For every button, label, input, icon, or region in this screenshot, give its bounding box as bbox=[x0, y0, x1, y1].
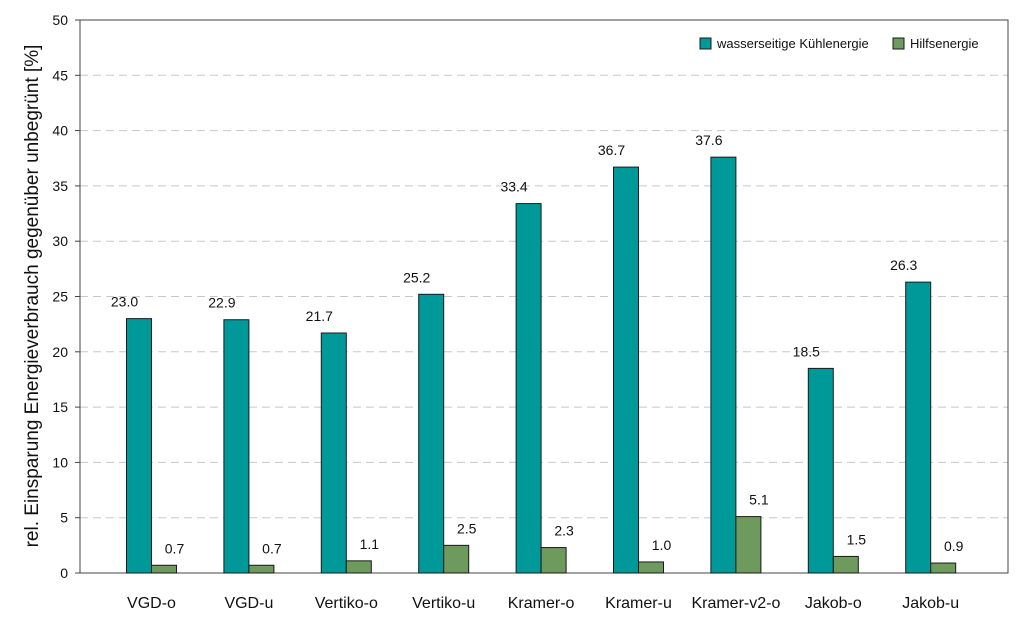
x-category-label: Jakob-u bbox=[902, 595, 959, 612]
y-tick-label: 30 bbox=[52, 233, 68, 249]
bar-hilfsenergie bbox=[151, 564, 177, 574]
y-tick-label: 10 bbox=[52, 454, 68, 470]
y-tick-label: 50 bbox=[52, 12, 68, 28]
data-label-hilfsenergie: 1.5 bbox=[847, 531, 867, 547]
labels-layer: 23.0 0.7 VGD-o 22.9 0.7 VGD-u 21.7 1.1 Vertiko-o… bbox=[111, 132, 964, 612]
bar-kuehlenergie bbox=[905, 281, 932, 574]
bar-hilfsenergie bbox=[930, 562, 957, 574]
x-category-label: Kramer-u bbox=[605, 595, 672, 612]
bar-hilfsenergie bbox=[443, 544, 470, 574]
x-category-label: VGD-o bbox=[127, 595, 176, 612]
bar-kuehlenergie bbox=[223, 319, 250, 574]
y-axis-title: rel. Einsparung Energieverbrauch gegenüb… bbox=[22, 45, 43, 548]
bar-hilfsenergie bbox=[735, 516, 762, 574]
x-category-label: Kramer-v2-o bbox=[691, 595, 780, 612]
data-label-kuehlenergie: 37.6 bbox=[695, 132, 722, 148]
bar-kuehlenergie bbox=[613, 166, 639, 574]
data-label-hilfsenergie: 2.5 bbox=[457, 520, 477, 536]
axis-layer: 0 5 10 15 20 25 30 35 40 45 50 bbox=[52, 12, 1009, 581]
bar-hilfsenergie bbox=[248, 564, 275, 574]
legend: wasserseitige Kühlenergie Hilfsenergie bbox=[699, 36, 979, 51]
data-label-kuehlenergie: 21.7 bbox=[306, 308, 333, 324]
data-label-kuehlenergie: 26.3 bbox=[890, 257, 917, 273]
bars-layer bbox=[126, 156, 957, 574]
data-label-hilfsenergie: 1.1 bbox=[360, 536, 380, 552]
data-label-kuehlenergie: 33.4 bbox=[500, 179, 527, 195]
legend-swatch-kuehlenergie bbox=[699, 37, 712, 50]
bar-kuehlenergie bbox=[807, 367, 834, 574]
bar-hilfsenergie bbox=[638, 561, 664, 574]
legend-label-kuehlenergie: wasserseitige Kühlenergie bbox=[716, 36, 869, 51]
data-label-hilfsenergie: 0.9 bbox=[944, 538, 964, 554]
data-label-kuehlenergie: 25.2 bbox=[403, 269, 430, 285]
data-label-kuehlenergie: 22.9 bbox=[208, 295, 235, 311]
y-tick-label: 5 bbox=[60, 510, 68, 526]
data-label-kuehlenergie: 36.7 bbox=[598, 142, 625, 158]
x-category-label: VGD-u bbox=[224, 595, 273, 612]
x-category-label: Vertiko-u bbox=[412, 595, 475, 612]
data-label-kuehlenergie: 18.5 bbox=[793, 343, 820, 359]
legend-label-hilfsenergie: Hilfsenergie bbox=[910, 36, 979, 51]
data-label-hilfsenergie: 2.3 bbox=[554, 523, 574, 539]
x-category-label: Kramer-o bbox=[508, 595, 575, 612]
y-tick-label: 20 bbox=[52, 344, 68, 360]
y-tick-label: 25 bbox=[52, 289, 68, 305]
data-label-kuehlenergie: 23.0 bbox=[111, 294, 138, 310]
bar-hilfsenergie bbox=[832, 555, 859, 574]
y-tick-label: 45 bbox=[52, 67, 68, 83]
bar-kuehlenergie bbox=[515, 203, 542, 574]
x-category-label: Jakob-o bbox=[805, 595, 862, 612]
y-tick-label: 0 bbox=[60, 565, 68, 581]
bar-kuehlenergie bbox=[126, 318, 152, 574]
data-label-hilfsenergie: 0.7 bbox=[165, 540, 185, 556]
legend-swatch-hilfsenergie bbox=[892, 37, 905, 50]
bar-hilfsenergie bbox=[345, 560, 372, 574]
x-category-label: Vertiko-o bbox=[315, 595, 378, 612]
grid-layer bbox=[80, 74, 1008, 519]
bar-hilfsenergie bbox=[540, 547, 567, 574]
y-tick-label: 40 bbox=[52, 123, 68, 139]
data-label-hilfsenergie: 5.1 bbox=[749, 492, 769, 508]
bar-kuehlenergie bbox=[320, 332, 347, 574]
bar-kuehlenergie bbox=[418, 293, 445, 574]
data-label-hilfsenergie: 0.7 bbox=[262, 540, 282, 556]
data-label-hilfsenergie: 1.0 bbox=[652, 537, 672, 553]
y-tick-label: 35 bbox=[52, 178, 68, 194]
bar-kuehlenergie bbox=[710, 156, 737, 574]
y-tick-label: 15 bbox=[52, 399, 68, 415]
